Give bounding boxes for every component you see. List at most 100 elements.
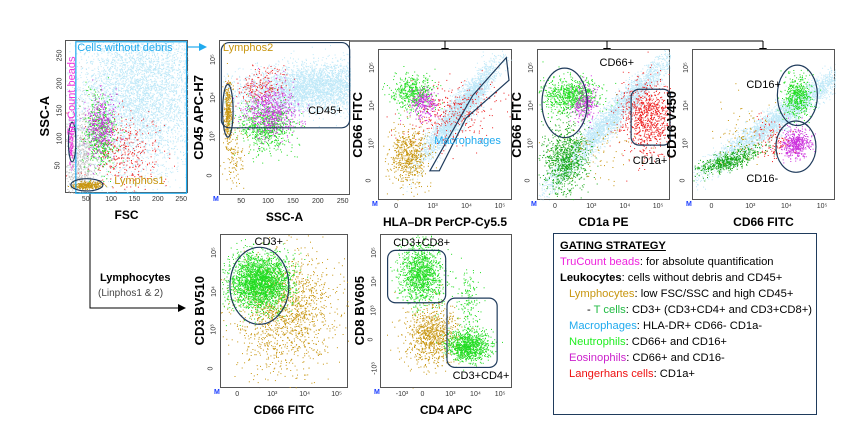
gate-label-cd3: CD3+ [255,236,283,249]
population-term: Neutrophils [569,336,626,348]
y-tick-label: 10⁴ [683,100,690,111]
x-tick-label: 10⁵ [495,203,506,210]
scatter-canvas [382,50,513,201]
p3-dot-plot [378,49,513,201]
gate-outline[interactable] [67,121,77,163]
x-tick-label: 10⁴ [619,203,630,210]
y-tick-label: 0 [207,366,214,370]
gate-label-macro: Macrophages [434,135,501,148]
scatter-canvas [220,41,351,190]
x-tick-label: 10³ [745,203,755,210]
gate-label-beads: TruCount beads [66,56,79,134]
cell-population [401,50,513,193]
x-tick-label: 200 [312,198,324,205]
x-tick-label: 0 [553,203,557,210]
x-tick-label: 10⁵ [653,203,664,210]
x-tick-label: 50 [82,196,90,203]
y-axis-label: CD45 APC-H7 [191,75,207,160]
x-tick-label: 10³ [428,203,438,210]
gate-outline[interactable] [428,56,510,172]
x-tick-label: 10⁵ [817,203,828,210]
y-tick-label: 10⁴ [528,100,535,111]
gate-outline[interactable] [70,178,104,192]
cell-population [387,283,474,389]
y-tick-label: 100 [56,133,63,145]
gate-outline[interactable] [630,88,671,146]
y-tick-label: 10⁵ [369,62,376,73]
gating-row: - T cells: CD3+ (CD3+CD4+ and CD3+CD8+) [560,302,812,318]
x-tick-label: 10⁴ [781,203,792,210]
cell-population [400,86,441,124]
gating-row: Lymphocytes: low FSC/SSC and high CD45+ [560,286,810,302]
population-description: : HLA-DR+ CD66- CD1a- [637,320,762,332]
x-tick-label: 150 [129,196,141,203]
y-tick-label: 10⁴ [369,100,376,111]
marker-icon: M [213,196,219,203]
y-tick-label: 200 [56,77,63,89]
cell-population [220,108,250,190]
p5-dot-plot [692,49,836,200]
gate-outline[interactable] [75,41,188,194]
marker-icon: M [531,201,537,208]
gating-row: TruCount beads: for absolute quantificat… [560,254,810,270]
gate-outline[interactable] [541,67,588,139]
gate-outline[interactable] [220,41,351,129]
y-tick-label: 0 [524,179,531,183]
scatter-canvas [66,41,189,194]
gate-outline[interactable] [776,64,819,127]
x-tick-label: 250 [175,196,187,203]
cell-population [693,63,836,191]
y-axis-label: CD66 FITC [350,92,366,158]
gate-outline[interactable] [229,246,290,325]
gate-label-lympho2: Lymphos2 [223,42,273,55]
lymphocytes-sublabel: (Linphos1 & 2) [98,288,163,299]
x-tick-label: 10³ [267,391,277,398]
gate-outline[interactable] [446,297,498,369]
y-axis-label-wrapper: CD16 V450 [664,49,680,200]
marker-icon: M [374,389,380,396]
y-tick-label: 0 [206,173,213,177]
x-axis-label: SSC-A [219,210,350,224]
y-tick-label: 10³ [371,306,378,316]
gating-row: Eosinophils: CD66+ and CD16- [560,350,810,366]
events [221,235,349,389]
p6-dot-plot [220,234,349,389]
gate-outline[interactable] [386,249,447,304]
p1-dot-plot [65,40,189,194]
p2-dot-plot [219,40,351,195]
y-tick-label: 250 [56,50,63,62]
y-tick-label: 150 [56,105,63,117]
population-description: : for absolute quantification [640,256,774,268]
gating-title: GATING STRATEGY [560,238,810,254]
y-axis-label-wrapper: CD8 BV605 [352,234,368,388]
y-tick-label: 10⁴ [211,286,218,297]
events [693,63,836,191]
y-tick-label: 0 [367,338,374,342]
marker-icon: M [214,389,220,396]
cell-population [220,63,235,151]
gate-label-cells: Cells without debris [77,42,172,55]
cell-population [751,112,796,163]
x-tick-label: 0 [709,203,713,210]
gate-outline[interactable] [222,83,234,138]
x-tick-label: 10⁵ [495,391,506,398]
x-axis-label: CD66 FITC [692,215,835,229]
cell-population [770,117,816,164]
x-tick-label: 0 [421,391,425,398]
population-description: : cells without debris and CD45+ [622,272,783,284]
y-tick-label: 10³ [683,138,690,148]
y-tick-label: 10⁵ [683,62,690,73]
y-axis-label-wrapper: CD66 FITC [509,49,525,200]
gating-row: Macrophages: HLA-DR+ CD66- CD1a- [560,318,810,334]
marker-icon: M [372,201,378,208]
marker-icon: M [686,201,692,208]
cell-population [382,66,443,120]
gate-outline[interactable] [775,120,817,173]
x-tick-label: 10³ [586,203,596,210]
x-axis-label: HLA–DR PerCP-Cy5.5 [378,215,512,229]
gate-label-cd4: CD3+CD4+ [453,370,510,383]
scatter-canvas [538,50,671,201]
x-tick-label: 10³ [445,391,455,398]
events [387,235,503,389]
population-term: Macrophages [569,320,637,332]
